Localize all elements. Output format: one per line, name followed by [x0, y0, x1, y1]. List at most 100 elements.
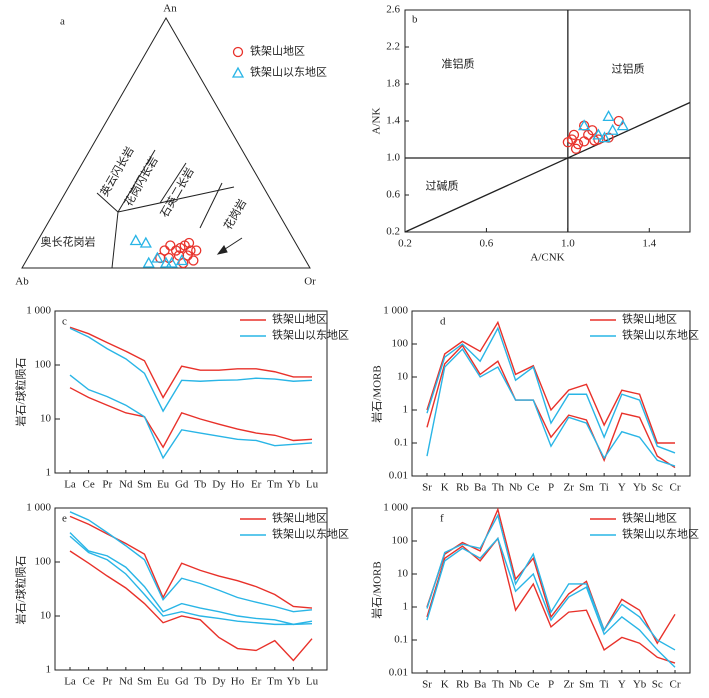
data-line: [426, 347, 676, 467]
x-tick-label: Sc: [652, 482, 663, 494]
x-tick-label: Sr: [422, 482, 432, 494]
x-tick-label: Zr: [564, 482, 575, 494]
point: [159, 245, 170, 256]
x-tick-label: K: [441, 679, 449, 691]
y-tick-label: 1.8: [386, 78, 400, 90]
x-tick-label: Th: [492, 482, 505, 494]
x-tick-label: Ho: [231, 479, 245, 491]
x-tick-label: Sm: [137, 676, 152, 688]
x-axis-label: A/CNK: [530, 252, 564, 264]
y-tick-label: 1: [403, 601, 409, 613]
x-tick-label: Lu: [306, 676, 319, 688]
x-tick-label: La: [64, 676, 76, 688]
x-tick-label: Nd: [119, 676, 133, 688]
legend-label: 铁架山地区: [622, 512, 677, 525]
x-tick-label: 1.4: [642, 238, 656, 250]
x-tick-label: Sr: [422, 679, 432, 691]
x-tick-label: Nb: [509, 679, 523, 691]
data-line: [426, 537, 676, 668]
x-tick-label: Ce: [527, 482, 539, 494]
field-boundary: [199, 182, 223, 229]
field-boundary: [117, 149, 156, 213]
ternary-triangle: [21, 16, 311, 269]
point: [185, 245, 196, 256]
x-tick-label: Cr: [670, 679, 681, 691]
y-tick-label: 0.2: [386, 226, 400, 238]
legend-label: 铁架山地区: [272, 313, 327, 326]
y-tick-label: 2.6: [386, 4, 400, 16]
y-tick-label: 0.1: [394, 634, 408, 646]
point: [602, 110, 615, 122]
panel-label: e: [62, 513, 67, 525]
x-tick-label: Eu: [157, 676, 170, 688]
panel-label: c: [62, 316, 67, 328]
field-boundary: [111, 211, 119, 269]
x-tick-label: Ho: [231, 676, 245, 688]
legend-label: 铁架山地区: [272, 512, 327, 525]
field-label: 过铝质: [612, 62, 645, 76]
field-label: 过碱质: [426, 180, 459, 193]
x-tick-label: Y: [618, 679, 626, 691]
y-tick-label: 100: [35, 556, 52, 568]
x-tick-label: Dy: [212, 479, 226, 491]
field-label: 花岗岩: [220, 196, 249, 232]
y-axis-label: 岩石/MORB: [370, 365, 384, 422]
plot-frame: [404, 9, 691, 233]
x-tick-label: La: [64, 479, 76, 491]
legend-label: 铁架山以东地区: [622, 528, 699, 541]
x-tick-label: Pr: [102, 479, 112, 491]
y-tick-label: 0.01: [389, 667, 408, 679]
data-line: [69, 374, 313, 460]
x-tick-label: Eu: [157, 479, 170, 491]
field-boundary: [96, 192, 119, 213]
legend-label: 铁架山以东地区: [250, 66, 327, 79]
x-tick-label: Rb: [456, 679, 469, 691]
point: [182, 250, 193, 261]
y-axis-label: 岩石/球粒陨石: [14, 357, 28, 426]
point: [191, 245, 202, 256]
x-tick-label: Nd: [119, 479, 133, 491]
vertex-label: Or: [304, 276, 316, 288]
legend-label: 铁架山地区: [250, 45, 305, 58]
data-line: [69, 550, 313, 662]
data-line: [69, 511, 313, 613]
point: [570, 143, 582, 154]
x-tick-label: Ti: [599, 679, 608, 691]
point: [129, 234, 142, 246]
y-axis-label: 岩石/MORB: [370, 561, 384, 618]
panel-label: b: [412, 14, 418, 26]
y-tick-label: 1 000: [26, 305, 51, 317]
y-tick-label: 100: [392, 535, 409, 547]
point: [139, 236, 152, 248]
x-tick-label: Ti: [599, 482, 608, 494]
x-tick-label: Er: [251, 676, 262, 688]
x-tick-label: Gd: [175, 676, 189, 688]
point: [568, 129, 580, 141]
x-tick-label: Tb: [194, 676, 207, 688]
data-line: [426, 513, 676, 651]
point: [606, 123, 619, 135]
x-tick-label: Tm: [267, 479, 283, 491]
point: [572, 138, 584, 150]
x-tick-label: K: [441, 482, 449, 494]
boundary-line: [404, 101, 691, 233]
x-tick-label: 1.0: [561, 238, 575, 250]
x-tick-label: Yb: [287, 676, 301, 688]
panel-label: d: [440, 316, 446, 328]
x-tick-label: Ce: [527, 679, 539, 691]
x-tick-label: 0.2: [398, 238, 412, 250]
x-tick-label: Ba: [474, 679, 486, 691]
data-line: [426, 536, 676, 664]
x-tick-label: Y: [618, 482, 626, 494]
x-tick-label: P: [548, 679, 554, 691]
x-tick-label: Yb: [287, 479, 301, 491]
y-tick-label: 10: [40, 413, 52, 425]
x-tick-label: Th: [492, 679, 505, 691]
point: [165, 256, 178, 268]
data-line: [69, 327, 313, 413]
x-tick-label: Er: [251, 479, 262, 491]
x-tick-label: Ba: [474, 482, 486, 494]
point: [592, 128, 605, 140]
panel-label: a: [60, 16, 65, 28]
